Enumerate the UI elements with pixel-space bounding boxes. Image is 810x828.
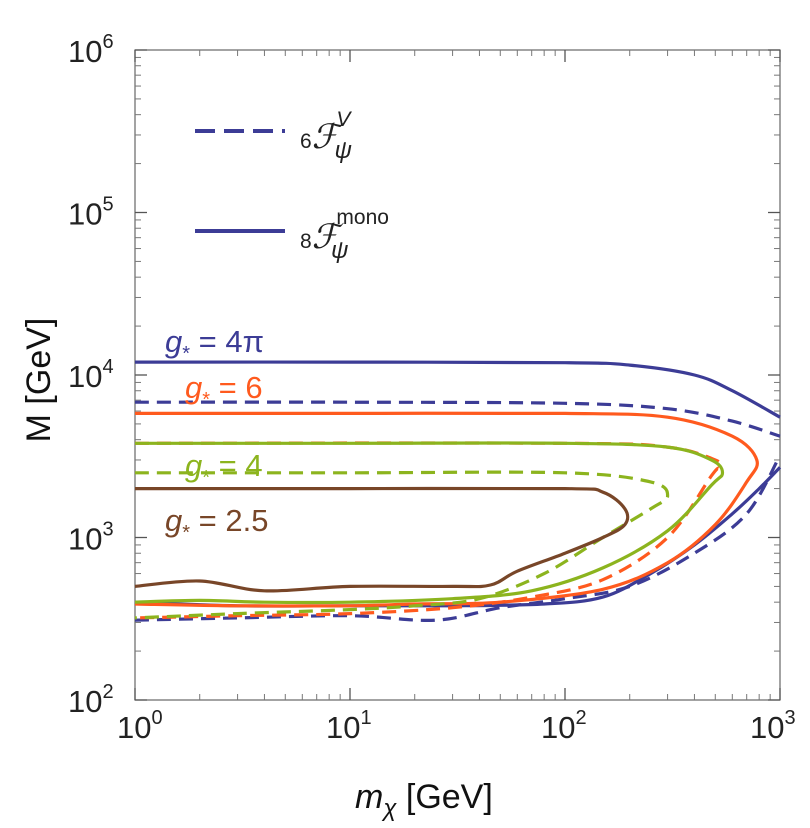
major-ticks bbox=[134, 49, 781, 701]
legend-entry-dashed: 6ℱV ψ bbox=[300, 108, 352, 164]
y-tick-label: 103 bbox=[68, 519, 114, 557]
annotations: g* = 4π g* = 6 g* = 4 g* = 2.5 bbox=[165, 324, 268, 544]
y-tick-labels: 102 103 104 105 106 bbox=[68, 31, 114, 719]
y-tick-label: 106 bbox=[68, 31, 114, 69]
x-tick-label: 103 bbox=[750, 707, 796, 745]
series-curve-4pi-v bbox=[134, 400, 781, 438]
annotation-g-star-1: g* = 4π bbox=[165, 324, 264, 365]
y-tick-label: 102 bbox=[68, 681, 114, 719]
minor-ticks bbox=[135, 50, 780, 700]
x-tick-label: 101 bbox=[326, 707, 372, 745]
x-tick-label: 100 bbox=[117, 707, 163, 745]
annotation-g-star-3: g* = 4 bbox=[185, 448, 263, 489]
series-curve-6-mono bbox=[134, 411, 759, 608]
y-tick-label: 104 bbox=[68, 356, 114, 394]
series-group bbox=[134, 360, 782, 623]
series-curve-2.5-mono bbox=[134, 486, 630, 593]
y-axis-title: M [GeV] bbox=[20, 318, 58, 443]
legend: 6ℱV ψ 8ℱmono ψ bbox=[195, 108, 389, 264]
x-axis-title: mχ [GeV] bbox=[355, 778, 493, 822]
legend-entry-solid: 8ℱmono ψ bbox=[300, 206, 389, 264]
x-tick-label: 102 bbox=[541, 707, 587, 745]
annotation-g-star-4: g* = 2.5 bbox=[165, 503, 268, 544]
y-tick-label: 105 bbox=[68, 194, 114, 232]
series-curve-4-mono bbox=[134, 441, 725, 605]
series-curve-4pi-mono bbox=[134, 360, 781, 419]
x-tick-labels: 100 101 102 103 bbox=[117, 707, 796, 745]
series-curve-4pi-v bbox=[134, 454, 782, 623]
annotation-g-star-2: g* = 6 bbox=[185, 370, 263, 411]
